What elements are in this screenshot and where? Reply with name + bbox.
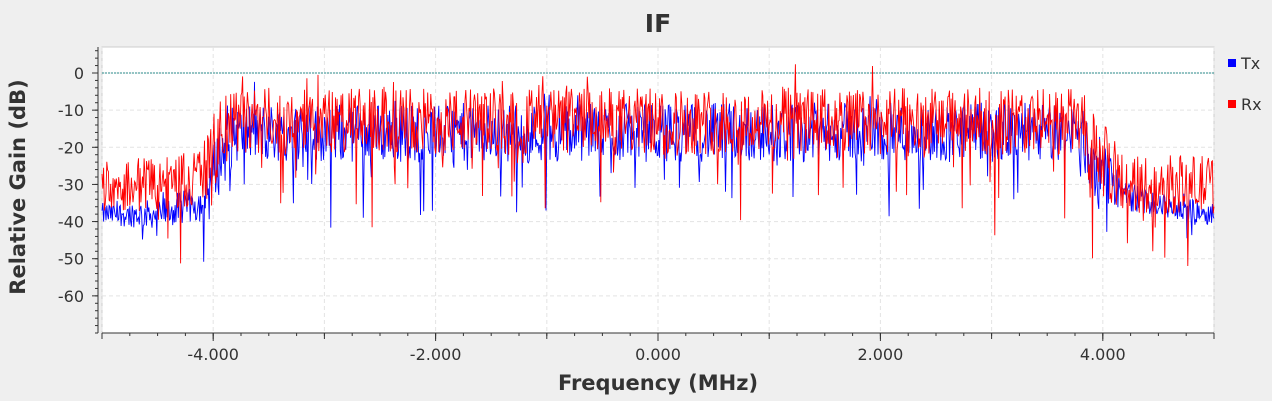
x-axis-label: Frequency (MHz) [558,371,758,395]
x-tick-label: -2.000 [410,345,462,364]
series-layer [101,64,1215,267]
series-line-tx [101,81,1215,262]
y-tick-label: -40 [58,213,84,232]
x-tick-label: 4.000 [1080,345,1126,364]
y-axis-label: Relative Gain (dB) [6,79,30,294]
legend-swatch-rx [1228,100,1236,108]
axis-layer: 0 -10 -20 -30 -40 -50 -60 -4.000 -2.000 0.000 2.00… [58,47,1215,364]
series-line-rx [101,64,1215,267]
legend-swatch-tx [1228,59,1236,67]
legend: Tx Rx [1228,54,1262,114]
y-tick-label: -30 [58,175,84,194]
legend-label-tx: Tx [1240,54,1260,73]
chart-title: IF [645,9,671,38]
y-tick-label: -50 [58,250,84,269]
x-tick-label: 0.000 [635,345,681,364]
y-tick-label: -10 [58,101,84,120]
legend-label-rx: Rx [1241,95,1262,114]
x-tick-label: -4.000 [187,345,239,364]
y-tick-label: 0 [74,64,84,83]
y-tick-label: -20 [58,138,84,157]
x-tick-label: 2.000 [857,345,903,364]
y-tick-label: -60 [58,287,84,306]
